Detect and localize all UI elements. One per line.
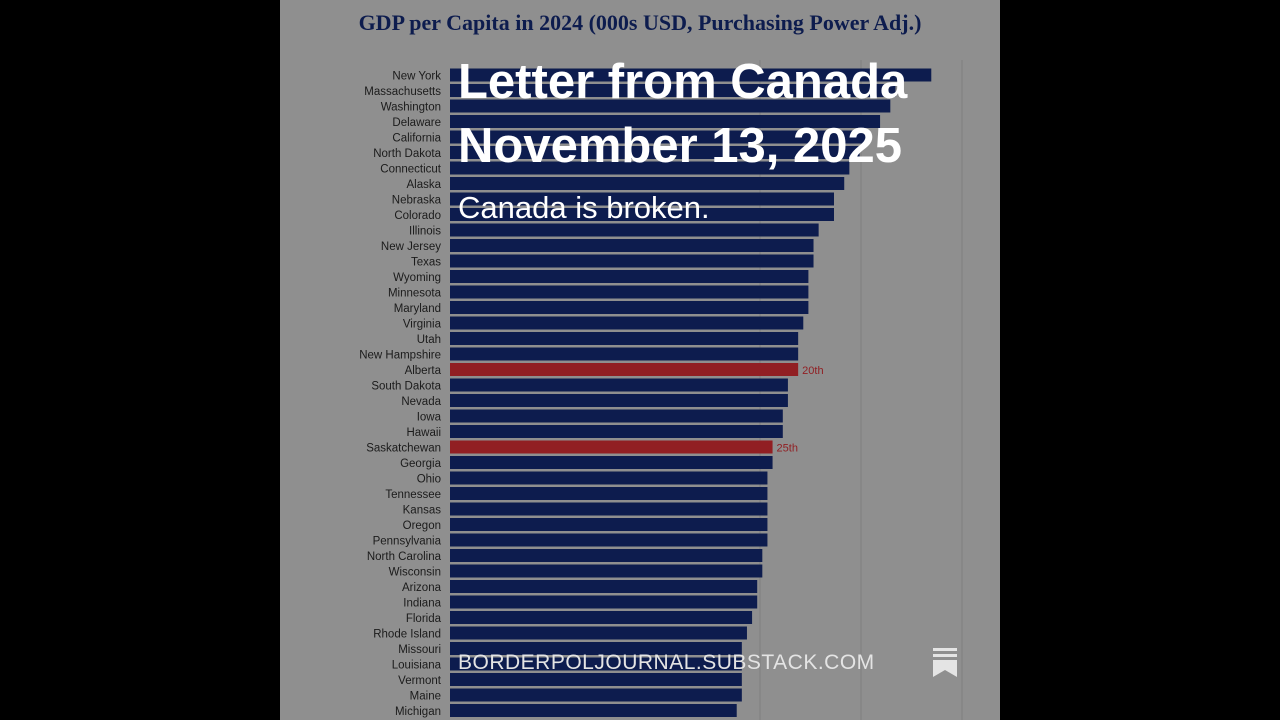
bar-north-carolina bbox=[450, 549, 763, 562]
bar-label: Wyoming bbox=[393, 272, 441, 284]
bar-label: Maine bbox=[410, 691, 441, 703]
title-line-1: Letter from Canada bbox=[458, 55, 908, 109]
post-title: Letter from Canada November 13, 2025 bbox=[458, 50, 907, 178]
bar-label: Saskatchewan bbox=[366, 443, 441, 455]
bar-kansas bbox=[450, 502, 768, 516]
bar-label: Nebraska bbox=[392, 195, 442, 207]
bar-label: Michigan bbox=[395, 706, 441, 718]
bar-nevada bbox=[450, 394, 788, 407]
bar-florida bbox=[450, 611, 753, 624]
bar-delaware bbox=[450, 115, 881, 128]
chart-title: GDP per Capita in 2024 (000s USD, Purcha… bbox=[359, 10, 922, 35]
bar-label: Tennessee bbox=[385, 489, 441, 501]
bar-iowa bbox=[450, 409, 783, 423]
bar-label: Iowa bbox=[417, 412, 442, 424]
bar-illinois bbox=[450, 223, 819, 237]
bar-label: Rhode Island bbox=[373, 629, 441, 641]
bar-arizona bbox=[450, 580, 758, 593]
bar-label: Minnesota bbox=[388, 288, 442, 300]
bar-wisconsin bbox=[450, 564, 763, 578]
bar-maine bbox=[450, 688, 742, 702]
bar-new-york bbox=[450, 68, 932, 82]
bar-label: Ohio bbox=[417, 474, 441, 486]
bar-label: Vermont bbox=[398, 675, 442, 687]
bar-label: Arizona bbox=[402, 582, 442, 594]
bar-label: Georgia bbox=[400, 458, 442, 470]
bar-label: Connecticut bbox=[380, 164, 442, 176]
bar-label: Virginia bbox=[403, 319, 442, 331]
bar-label: Louisiana bbox=[392, 660, 442, 672]
bar-texas bbox=[450, 254, 814, 268]
bar-label: Indiana bbox=[403, 598, 441, 610]
publication-url[interactable]: BORDERPOLJOURNAL.SUBSTACK.COM bbox=[458, 651, 875, 674]
bar-rhode-island bbox=[450, 626, 747, 640]
bar-north-dakota bbox=[450, 146, 860, 159]
bar-alaska bbox=[450, 177, 845, 190]
bar-label: Hawaii bbox=[406, 427, 441, 439]
bar-indiana bbox=[450, 595, 758, 609]
bar-label: California bbox=[392, 133, 441, 145]
gdp-chart: GDP per Capita in 2024 (000s USD, Purcha… bbox=[359, 10, 963, 720]
bar-california bbox=[450, 130, 870, 144]
bar-label: Alberta bbox=[405, 365, 442, 377]
bar-colorado bbox=[450, 208, 834, 221]
bar-label: Oregon bbox=[403, 520, 441, 532]
bar-label: Illinois bbox=[409, 226, 441, 238]
bar-label: Missouri bbox=[398, 644, 441, 656]
overlay bbox=[280, 0, 1000, 720]
bar-label: Kansas bbox=[403, 505, 442, 517]
bar-new-jersey bbox=[450, 239, 814, 252]
bar-label: Washington bbox=[381, 102, 441, 114]
bar-alberta bbox=[450, 363, 799, 376]
bar-label: Pennsylvania bbox=[373, 536, 442, 548]
bar-michigan bbox=[450, 704, 737, 717]
post-card[interactable]: GDP per Capita in 2024 (000s USD, Purcha… bbox=[280, 0, 1000, 720]
bar-tennessee bbox=[450, 487, 768, 500]
bar-south-dakota bbox=[450, 378, 788, 392]
bar-label: Texas bbox=[411, 257, 441, 269]
bar-label: Colorado bbox=[394, 210, 441, 222]
bar-wyoming bbox=[450, 270, 809, 283]
rank-label: 20th bbox=[802, 365, 823, 377]
bar-utah bbox=[450, 332, 799, 345]
bar-label: South Dakota bbox=[371, 381, 441, 393]
bar-pennsylvania bbox=[450, 533, 768, 547]
bar-label: Alaska bbox=[406, 179, 441, 191]
title-line-2: November 13, 2025 bbox=[458, 119, 902, 173]
bar-label: New Hampshire bbox=[359, 350, 441, 362]
bar-label: Florida bbox=[406, 613, 442, 625]
bar-label: Maryland bbox=[394, 303, 441, 315]
bar-virginia bbox=[450, 316, 804, 330]
bar-label: North Dakota bbox=[373, 148, 441, 160]
bar-label: Massachusetts bbox=[364, 86, 441, 98]
bar-washington bbox=[450, 99, 891, 113]
bar-saskatchewan bbox=[450, 440, 773, 454]
bar-label: Utah bbox=[417, 334, 441, 346]
bar-label: New York bbox=[392, 71, 441, 83]
bar-hawaii bbox=[450, 425, 783, 438]
bar-nebraska bbox=[450, 192, 834, 206]
bar-massachusetts bbox=[450, 84, 896, 97]
bookmark-icon[interactable] bbox=[933, 648, 957, 678]
bar-vermont bbox=[450, 673, 742, 686]
bar-maryland bbox=[450, 301, 809, 314]
rank-label: 25th bbox=[777, 443, 798, 455]
bar-minnesota bbox=[450, 285, 809, 299]
bar-oregon bbox=[450, 518, 768, 531]
bar-louisiana bbox=[450, 657, 742, 671]
bar-label: Nevada bbox=[401, 396, 441, 408]
bar-connecticut bbox=[450, 161, 850, 175]
bar-label: New Jersey bbox=[381, 241, 441, 253]
bar-missouri bbox=[450, 642, 742, 655]
bar-label: Wisconsin bbox=[389, 567, 441, 579]
bar-label: Delaware bbox=[392, 117, 441, 129]
bar-label: North Carolina bbox=[367, 551, 442, 563]
bar-georgia bbox=[450, 456, 773, 469]
bar-ohio bbox=[450, 471, 768, 485]
bar-new-hampshire bbox=[450, 347, 799, 361]
post-subtitle: Canada is broken. bbox=[458, 190, 710, 225]
